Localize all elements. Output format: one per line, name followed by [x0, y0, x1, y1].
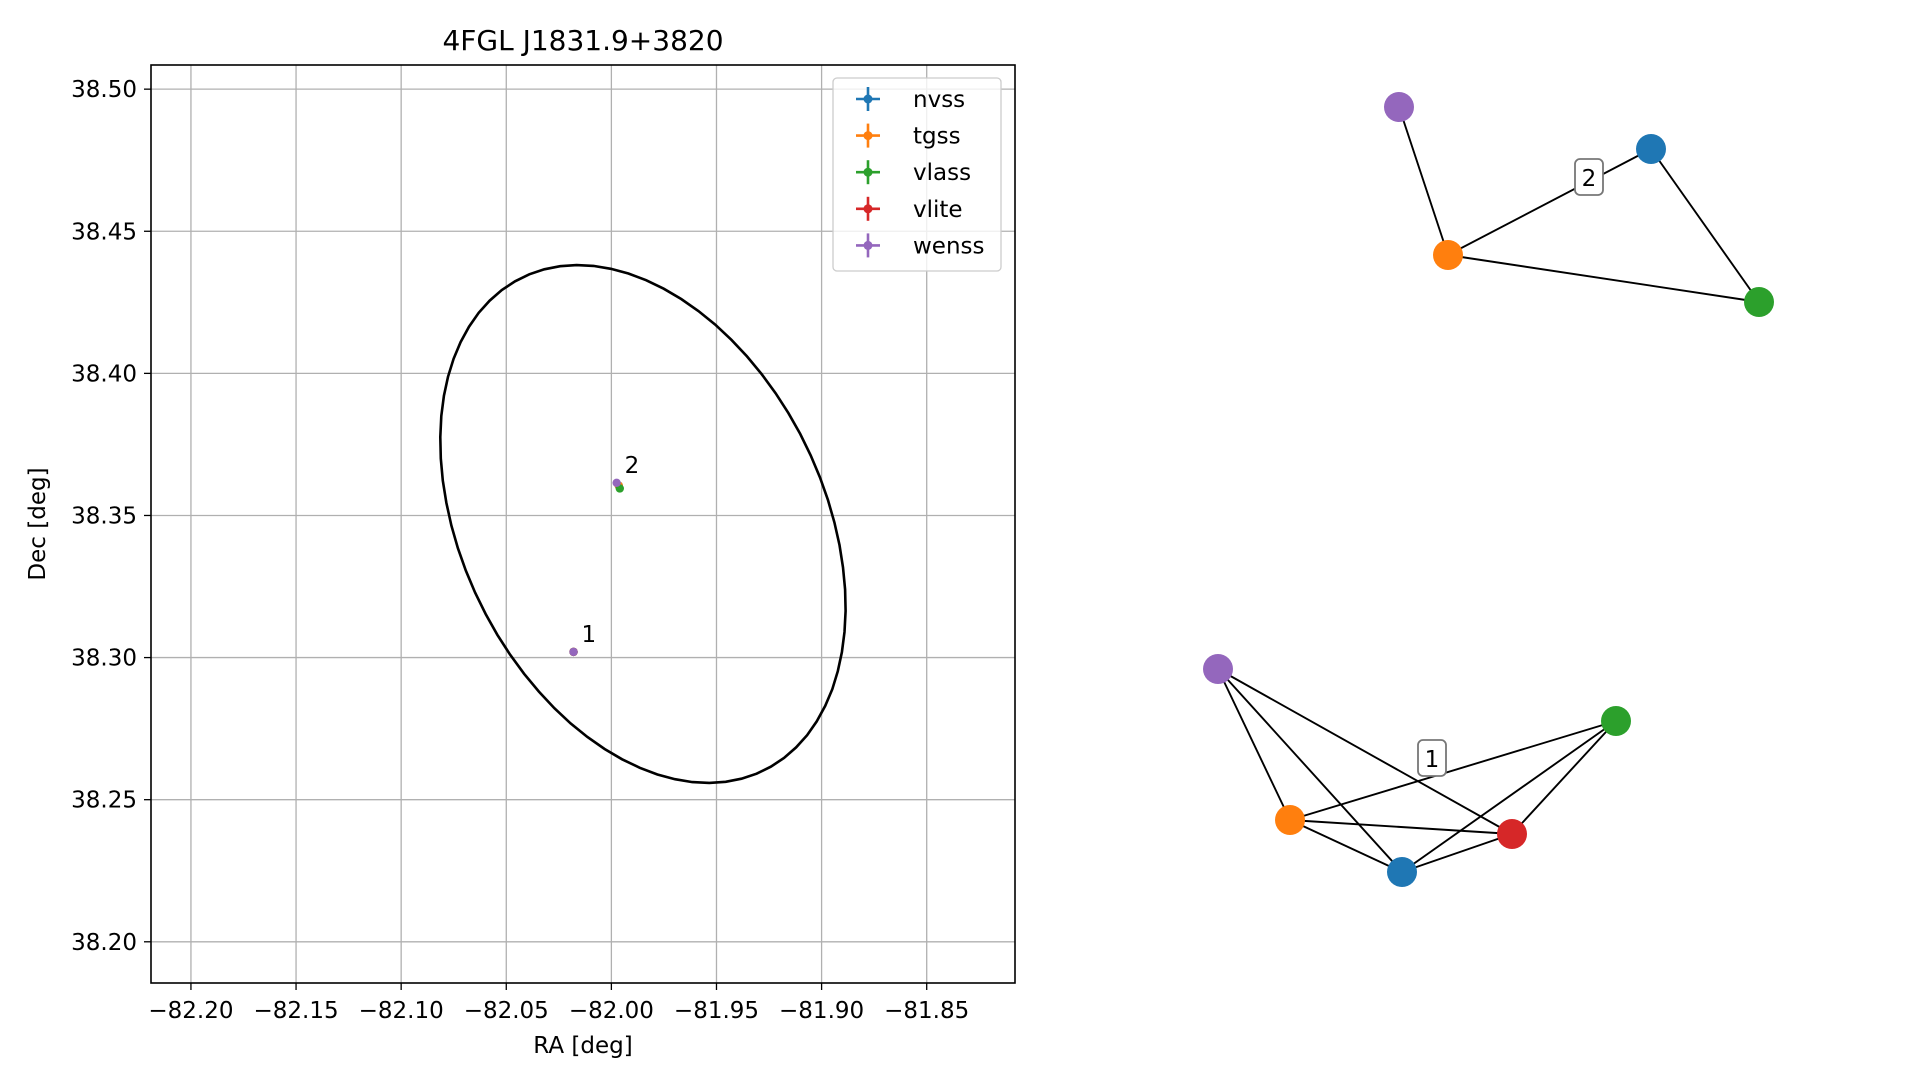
- legend: nvss tgss vlass vlite wenss: [832, 77, 1002, 272]
- legend-item-nvss: nvss: [856, 87, 965, 113]
- x-tick-label: −82.20: [148, 998, 233, 1024]
- legend-item-tgss: tgss: [856, 123, 961, 150]
- network-node-nvss: [1636, 134, 1666, 164]
- cluster-label: 1: [1425, 747, 1440, 773]
- network-edge: [1289, 720, 1617, 821]
- network-edge: [1217, 668, 1513, 835]
- x-tick-label: −82.10: [359, 998, 444, 1024]
- network-edge: [1217, 668, 1403, 873]
- legend-frame: [832, 77, 1002, 272]
- source-points: [569, 478, 624, 657]
- y-tick-label: 38.20: [71, 930, 137, 956]
- legend-label: wenss: [913, 233, 985, 259]
- legend-item-vlass: vlass: [856, 160, 971, 186]
- source-labels: 12: [582, 453, 640, 648]
- x-axis-label: RA [deg]: [533, 1033, 632, 1059]
- y-tick-label: 38.35: [71, 503, 137, 529]
- legend-marker: [863, 240, 873, 250]
- x-tick-label: −82.05: [464, 998, 549, 1024]
- legend-label: tgss: [913, 124, 961, 150]
- source-network-graphs: 21: [1203, 92, 1774, 887]
- network-node-tgss: [1275, 805, 1305, 835]
- source-label: 1: [582, 622, 597, 648]
- network-edge: [1447, 254, 1760, 303]
- error-ellipse: [438, 263, 847, 785]
- cluster-label: 2: [1582, 166, 1597, 192]
- legend-marker: [863, 94, 873, 104]
- network-edge: [1289, 819, 1403, 873]
- network-edge: [1398, 106, 1449, 256]
- y-axis-label: Dec [deg]: [25, 467, 51, 580]
- legend-label: vlass: [913, 160, 971, 186]
- network-node-tgss: [1433, 240, 1463, 270]
- point-wenss: [569, 647, 578, 657]
- x-tick-label: −81.85: [884, 998, 969, 1024]
- legend-marker: [863, 131, 873, 141]
- y-axis-ticks: 38.20 38.25 38.30 38.35 38.40 38.45 38.50: [71, 77, 151, 956]
- network-edge: [1447, 148, 1652, 256]
- y-tick-label: 38.45: [71, 219, 137, 245]
- network-edge: [1401, 833, 1513, 873]
- legend-label: vlite: [913, 197, 963, 223]
- x-tick-label: −81.90: [779, 998, 864, 1024]
- legend-label: nvss: [913, 87, 965, 113]
- network-edge: [1650, 148, 1760, 303]
- legend-marker: [863, 204, 873, 214]
- legend-marker: [863, 167, 873, 177]
- x-tick-label: −81.95: [674, 998, 759, 1024]
- y-tick-label: 38.30: [71, 646, 137, 672]
- network-node-wenss: [1384, 92, 1414, 122]
- network-node-vlass: [1744, 287, 1774, 317]
- point-wenss: [612, 478, 621, 487]
- network-edge: [1289, 819, 1513, 835]
- x-tick-label: −82.00: [569, 998, 654, 1024]
- y-tick-label: 38.40: [71, 361, 137, 387]
- x-tick-label: −82.15: [253, 998, 338, 1024]
- network-edge: [1217, 668, 1291, 821]
- network-node-nvss: [1387, 857, 1417, 887]
- y-tick-label: 38.25: [71, 788, 137, 814]
- plot-frame: [150, 64, 1016, 984]
- y-tick-label: 38.50: [71, 77, 137, 103]
- sky-position-plot: 12 −82.20 −82.15 −82.10 −82.05 −82.00 −81.95−…: [25, 24, 1016, 1059]
- network-node-vlite: [1497, 819, 1527, 849]
- network-graph-2: 2: [1384, 92, 1774, 317]
- cluster-label-box: [1574, 158, 1604, 196]
- network-graph-1: 1: [1203, 654, 1631, 887]
- network-node-wenss: [1203, 654, 1233, 684]
- x-axis-ticks: −82.20 −82.15 −82.10 −82.05 −82.00 −81.95 −81.…: [148, 983, 969, 1024]
- legend-item-vlite: vlite: [856, 196, 963, 223]
- network-edge: [1511, 720, 1617, 835]
- source-label: 2: [625, 453, 640, 479]
- error-ellipse-layer: [438, 263, 847, 785]
- network-edge: [1401, 720, 1617, 873]
- chart-title: 4FGL J1831.9+3820: [442, 24, 723, 57]
- legend-item-wenss: wenss: [856, 233, 985, 259]
- network-node-vlass: [1601, 706, 1631, 736]
- cluster-label-box: [1417, 739, 1447, 777]
